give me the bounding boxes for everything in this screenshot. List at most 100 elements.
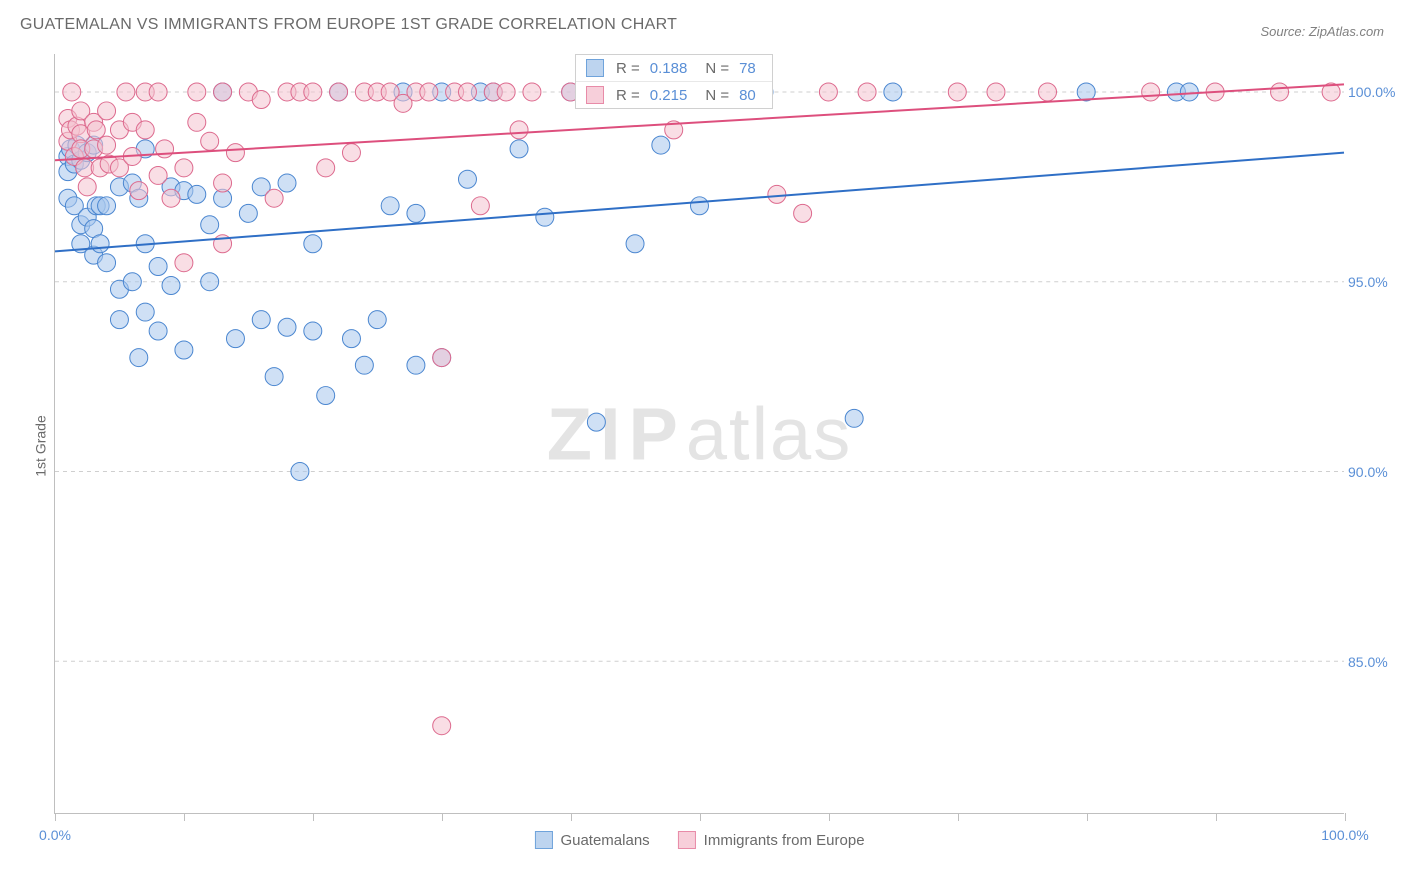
data-point <box>536 208 554 226</box>
data-point <box>819 83 837 101</box>
swatch-europe <box>586 86 604 104</box>
data-point <box>110 311 128 329</box>
data-point <box>1271 83 1289 101</box>
data-point <box>317 387 335 405</box>
data-point <box>188 83 206 101</box>
stats-row-europe: R = 0.215 N = 80 <box>576 82 772 108</box>
data-point <box>136 303 154 321</box>
data-point <box>136 121 154 139</box>
gridlines <box>55 92 1344 661</box>
data-point <box>304 235 322 253</box>
swatch-europe <box>678 831 696 849</box>
data-point <box>252 91 270 109</box>
data-point <box>407 356 425 374</box>
data-point <box>381 197 399 215</box>
data-point <box>239 204 257 222</box>
legend-item-guatemalans: Guatemalans <box>534 831 649 849</box>
data-point <box>368 311 386 329</box>
x-tick <box>55 813 56 821</box>
data-point <box>149 166 167 184</box>
data-point <box>226 330 244 348</box>
data-point <box>884 83 902 101</box>
x-tick <box>571 813 572 821</box>
data-point <box>458 83 476 101</box>
x-tick <box>1087 813 1088 821</box>
data-point <box>201 132 219 150</box>
chart-title: GUATEMALAN VS IMMIGRANTS FROM EUROPE 1ST… <box>20 16 677 34</box>
data-point <box>98 197 116 215</box>
y-tick-label: 85.0% <box>1348 654 1406 670</box>
data-point <box>355 356 373 374</box>
y-tick-label: 95.0% <box>1348 274 1406 290</box>
chart-svg <box>55 54 1344 813</box>
data-point <box>987 83 1005 101</box>
data-point <box>201 216 219 234</box>
data-point <box>587 413 605 431</box>
data-point <box>691 197 709 215</box>
data-point <box>471 197 489 215</box>
data-point <box>91 235 109 253</box>
data-point <box>149 322 167 340</box>
x-tick <box>1216 813 1217 821</box>
data-point <box>252 311 270 329</box>
R-value-europe: 0.215 <box>650 87 688 104</box>
data-point <box>626 235 644 253</box>
data-point <box>317 159 335 177</box>
data-point <box>1180 83 1198 101</box>
x-tick <box>700 813 701 821</box>
N-value-guatemalans: 78 <box>739 60 756 77</box>
trend-line <box>55 153 1344 252</box>
data-point <box>278 318 296 336</box>
y-tick-label: 100.0% <box>1348 84 1406 100</box>
legend-label-guatemalans: Guatemalans <box>560 832 649 849</box>
stats-legend: R = 0.188 N = 78 R = 0.215 N = 80 <box>575 54 773 109</box>
y-axis-label: 1st Grade <box>33 415 49 476</box>
data-point <box>265 368 283 386</box>
data-point <box>78 178 96 196</box>
R-label: R = <box>616 87 640 104</box>
data-point <box>98 136 116 154</box>
trend-lines <box>55 84 1344 251</box>
data-point <box>342 144 360 162</box>
N-value-europe: 80 <box>739 87 756 104</box>
series-legend: Guatemalans Immigrants from Europe <box>534 831 864 849</box>
data-point <box>304 322 322 340</box>
data-point <box>175 341 193 359</box>
legend-label-europe: Immigrants from Europe <box>704 832 865 849</box>
data-point <box>510 121 528 139</box>
data-point <box>291 462 309 480</box>
data-point <box>407 204 425 222</box>
data-point <box>304 83 322 101</box>
data-point <box>201 273 219 291</box>
data-point <box>858 83 876 101</box>
data-point <box>510 140 528 158</box>
N-label: N = <box>705 87 729 104</box>
data-point <box>98 254 116 272</box>
x-tick <box>184 813 185 821</box>
data-point <box>149 258 167 276</box>
data-point <box>130 182 148 200</box>
data-point <box>1039 83 1057 101</box>
data-point <box>330 83 348 101</box>
x-tick <box>313 813 314 821</box>
data-point <box>162 189 180 207</box>
data-point <box>652 136 670 154</box>
data-point <box>265 189 283 207</box>
data-point <box>130 349 148 367</box>
stats-row-guatemalans: R = 0.188 N = 78 <box>576 55 772 82</box>
data-point <box>214 83 232 101</box>
legend-item-europe: Immigrants from Europe <box>678 831 865 849</box>
swatch-guatemalans <box>534 831 552 849</box>
data-point <box>278 174 296 192</box>
data-point <box>214 174 232 192</box>
y-tick-label: 90.0% <box>1348 464 1406 480</box>
swatch-guatemalans <box>586 59 604 77</box>
data-point <box>149 83 167 101</box>
data-point <box>188 185 206 203</box>
data-point <box>342 330 360 348</box>
data-point <box>117 83 135 101</box>
data-point <box>98 102 116 120</box>
x-tick <box>829 813 830 821</box>
R-label: R = <box>616 60 640 77</box>
data-point <box>175 159 193 177</box>
